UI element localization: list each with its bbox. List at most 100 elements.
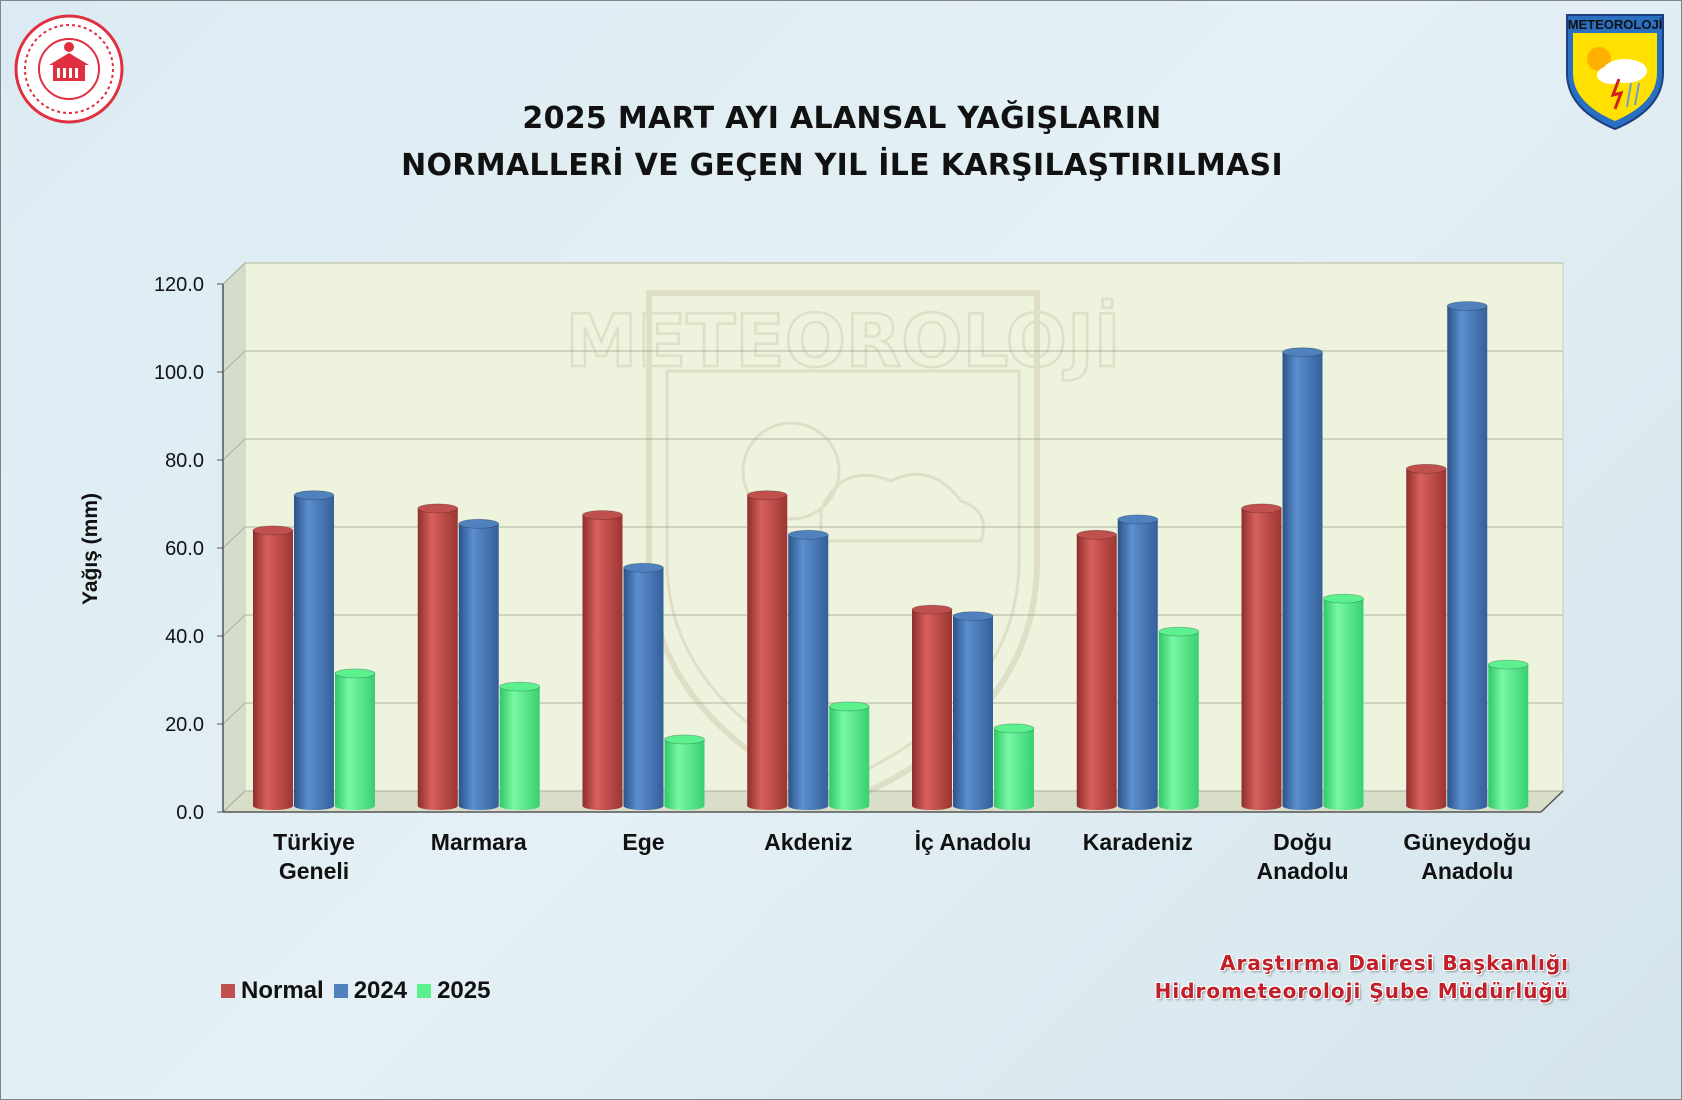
bar-normal bbox=[1076, 534, 1117, 810]
bar-top bbox=[334, 668, 376, 679]
bar-2025 bbox=[1158, 631, 1199, 810]
y-tick-label: 80.0 bbox=[165, 450, 204, 472]
x-tick-label: Türkiye Geneli bbox=[273, 829, 355, 884]
legend-item-normal: Normal bbox=[221, 977, 324, 1005]
bar-top bbox=[911, 604, 953, 615]
meteoroloji-shield-icon: METEOROLOJİ bbox=[1566, 14, 1664, 131]
bar-normal bbox=[1406, 468, 1447, 810]
bars bbox=[252, 301, 1529, 810]
bar-normal bbox=[582, 515, 623, 810]
bar-2025 bbox=[1488, 664, 1529, 810]
legend-swatch bbox=[221, 984, 235, 998]
bar-2024 bbox=[294, 495, 334, 810]
x-tick-label-line: Anadolu bbox=[1257, 858, 1349, 884]
bar-2024 bbox=[953, 616, 993, 810]
y-axis-label: Yağış (mm) bbox=[79, 493, 102, 605]
bar-2024 bbox=[1282, 352, 1323, 810]
bar-2025 bbox=[994, 728, 1034, 810]
gridline-side bbox=[222, 438, 246, 461]
y-tick-label: 100.0 bbox=[154, 362, 204, 384]
bar-top bbox=[746, 490, 788, 501]
y-tick-label: 120.0 bbox=[154, 274, 204, 296]
bar-top bbox=[952, 611, 994, 622]
bar-2025 bbox=[1323, 598, 1364, 810]
gridline-side bbox=[222, 526, 246, 549]
ministry-seal-icon bbox=[14, 14, 124, 124]
x-axis-edge bbox=[1540, 790, 1564, 813]
bar-top bbox=[993, 723, 1035, 734]
axes: 0.0 20.0 40.0 60.0 80.0 100.0 120.0 bbox=[154, 274, 1564, 824]
bar-top bbox=[293, 490, 335, 501]
bar-2024 bbox=[458, 523, 499, 810]
x-tick-label-line: Güneydoğu bbox=[1403, 829, 1531, 855]
bar-2025 bbox=[664, 739, 705, 810]
bar-top bbox=[417, 503, 459, 514]
x-tick-label: Karadeniz bbox=[1083, 829, 1193, 855]
x-tick-label-line: Marmara bbox=[431, 829, 527, 855]
credit-line1: Araştırma Dairesi Başkanlığı bbox=[1220, 951, 1569, 975]
x-tick-label: Güneydoğu Anadolu bbox=[1403, 829, 1531, 884]
bar-normal bbox=[417, 508, 458, 810]
bar-normal bbox=[1241, 508, 1282, 810]
bar-2025 bbox=[335, 673, 375, 810]
bar-top bbox=[1487, 659, 1529, 670]
bar-normal bbox=[747, 495, 788, 810]
gridline-side bbox=[222, 350, 246, 373]
chart-title-line2: NORMALLERİ VE GEÇEN YIL İLE KARŞILAŞTIRI… bbox=[401, 148, 1283, 183]
bar-top bbox=[1241, 503, 1282, 514]
x-tick-label: Ege bbox=[622, 829, 664, 855]
legend-item-2024: 2024 bbox=[333, 977, 407, 1005]
bar-2024 bbox=[623, 567, 664, 810]
gridline-side bbox=[222, 790, 246, 813]
gridline-side bbox=[222, 262, 246, 285]
bar-2024 bbox=[1447, 306, 1488, 810]
bar-2025 bbox=[829, 706, 870, 810]
legend-label: Normal bbox=[241, 977, 324, 1004]
y-tick-label: 60.0 bbox=[165, 538, 204, 560]
x-tick-label-line: Ege bbox=[622, 829, 664, 855]
watermark: METEOROLOJİ bbox=[564, 290, 1122, 807]
bar-top bbox=[582, 510, 623, 520]
y-tick-label: 0.0 bbox=[176, 802, 204, 824]
bar-2024 bbox=[1117, 519, 1158, 810]
y-tick-label: 40.0 bbox=[165, 626, 204, 648]
bar-top bbox=[1158, 626, 1200, 637]
bar-top bbox=[664, 734, 705, 745]
legend-label: 2025 bbox=[437, 977, 491, 1004]
bar-top bbox=[1076, 529, 1118, 540]
bar-top bbox=[1323, 593, 1364, 604]
bar-top bbox=[1446, 301, 1488, 311]
x-tick-label: Doğu Anadolu bbox=[1257, 829, 1349, 884]
legend-swatch bbox=[333, 984, 348, 998]
gridline-side bbox=[222, 614, 246, 637]
y-tick-label: 20.0 bbox=[165, 714, 204, 736]
bar-top bbox=[1405, 463, 1447, 474]
gridline-side bbox=[222, 702, 246, 725]
x-tick-label-line: Türkiye bbox=[273, 829, 355, 855]
bar-2024 bbox=[788, 534, 829, 810]
logo-right-label: METEOROLOJİ bbox=[1568, 17, 1663, 32]
legend-swatch bbox=[417, 984, 432, 998]
bar-top bbox=[1117, 514, 1159, 525]
bar-normal bbox=[912, 609, 952, 810]
bar-normal bbox=[253, 530, 293, 810]
x-tick-label: Marmara bbox=[431, 829, 527, 855]
x-tick-label-line: Anadolu bbox=[1421, 858, 1513, 884]
x-axis-labels: Türkiye Geneli Marmara Ege Akdeniz İç Anadolu… bbox=[273, 829, 1531, 884]
bar-2025 bbox=[499, 686, 540, 810]
x-tick-label-line: Karadeniz bbox=[1083, 829, 1193, 855]
bar-top bbox=[787, 529, 829, 540]
watermark-label: METEOROLOJİ bbox=[565, 299, 1120, 383]
chart-title-line1: 2025 MART AYI ALANSAL YAĞIŞLARIN bbox=[522, 101, 1162, 136]
bar-top bbox=[623, 562, 664, 573]
legend: Normal 2024 2025 bbox=[221, 977, 500, 1005]
bar-top bbox=[1282, 347, 1323, 358]
x-tick-label-line: Doğu bbox=[1273, 829, 1332, 855]
x-tick-label-line: Geneli bbox=[279, 858, 349, 884]
legend-item-2025: 2025 bbox=[417, 977, 490, 1005]
credit-line2: Hidrometeoroloji Şube Müdürlüğü bbox=[1154, 979, 1569, 1003]
bar-top bbox=[458, 518, 500, 529]
bar-top bbox=[252, 525, 294, 536]
